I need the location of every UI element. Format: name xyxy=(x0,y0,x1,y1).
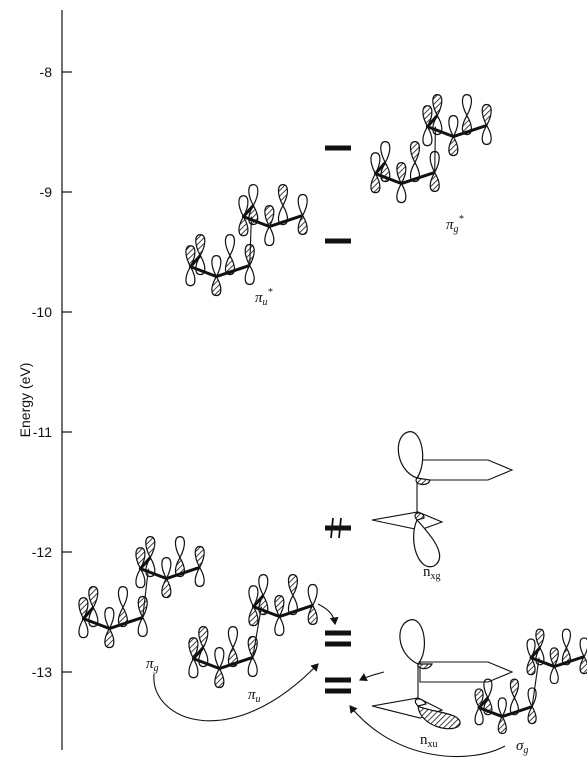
orbital-sigma-g-ring-b xyxy=(526,628,587,685)
tick-label: -9 xyxy=(40,184,53,200)
orbital-pi-g-star-ring-b xyxy=(422,94,492,157)
orbital-sigma-g-bridge xyxy=(531,657,540,707)
tick-label: -8 xyxy=(40,64,53,80)
arrows xyxy=(153,603,506,758)
label-pi-g-star: πg* xyxy=(446,214,464,235)
tick-label: -11 xyxy=(33,424,52,440)
orbital-pi-u-ring-a xyxy=(188,626,258,689)
label-sigma-g: σg xyxy=(516,738,528,756)
label-pi-u-star: πu* xyxy=(255,287,273,308)
orbital-pi-g-bridge xyxy=(142,568,149,618)
arrow-pi-u-to-level xyxy=(317,603,339,626)
orbital-pi-g-ring-b xyxy=(135,536,205,599)
orbital-n-xu xyxy=(371,619,514,730)
tick-label: -13 xyxy=(32,664,52,680)
orbital-pi-g-star-ring-a xyxy=(370,141,440,204)
orbital-sigma-g-ring-a xyxy=(474,678,537,735)
label-n-xg: nxg xyxy=(423,564,441,582)
orbital-pi-u-bridge xyxy=(252,606,262,658)
electron-pair-n-xg xyxy=(330,517,342,539)
orbital-pi-g-ring-a xyxy=(78,586,148,649)
orbital-pi-u-star-ring-a xyxy=(185,234,255,297)
tick-label: -12 xyxy=(32,544,52,560)
label-n-xu: nxu xyxy=(420,732,438,750)
label-pi-u: πu xyxy=(248,687,261,705)
orbital-n-xg xyxy=(371,431,514,568)
label-pi-g: πg xyxy=(146,656,159,674)
orbital-pi-u-ring-b xyxy=(248,574,318,637)
axis-title: Energy (eV) xyxy=(17,363,33,438)
tick-label: -10 xyxy=(32,304,52,320)
energy-levels xyxy=(325,145,351,694)
arrow-pi-g-curve xyxy=(153,663,319,722)
orbital-drawings xyxy=(78,94,587,735)
mo-labels: πu* πg* nxg πg πu nxu σg xyxy=(146,214,528,756)
arrow-n-xu-to-level xyxy=(359,671,385,681)
energy-axis: -8 -9 -10 -11 -12 -13 Energy (eV) xyxy=(17,10,72,750)
orbital-pi-g-star-bridge xyxy=(434,126,436,173)
orbital-pi-u-star-ring-b xyxy=(238,184,308,247)
arrow-sigma-g-curve xyxy=(349,705,506,758)
orbital-pi-u-star-bridge xyxy=(249,216,252,266)
